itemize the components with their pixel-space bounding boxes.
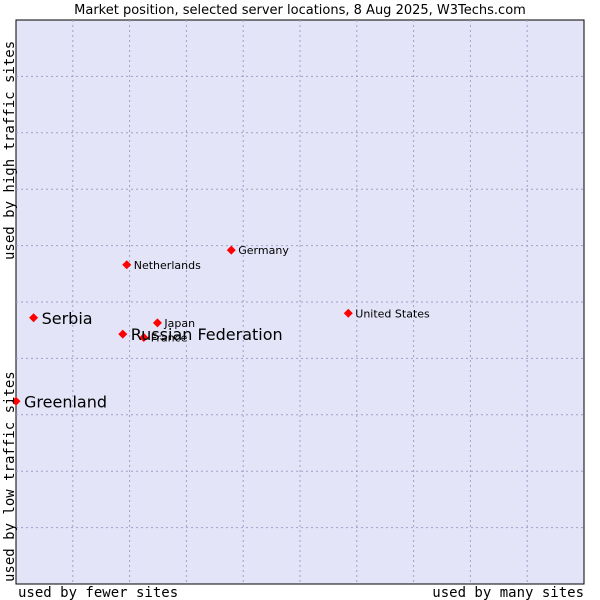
data-points: United States Germany Netherlands Japan Fran… xyxy=(11,244,430,411)
point-marker-france xyxy=(139,333,149,343)
point-marker-germany xyxy=(226,245,236,255)
grid-lines xyxy=(16,20,584,584)
point-label-netherlands: Netherlands xyxy=(134,259,201,272)
point-label-germany: Germany xyxy=(238,244,289,257)
point-label-united-states: United States xyxy=(355,307,430,320)
x-axis-label-right: used by many sites xyxy=(432,585,584,600)
point-marker-japan xyxy=(152,318,162,328)
point-label-greenland: Greenland xyxy=(24,392,107,411)
point-marker-russian-federation xyxy=(118,329,128,339)
point-marker-united-states xyxy=(343,308,353,318)
point-label-france: France xyxy=(151,332,188,345)
point-label-russian-federation: Russian Federation xyxy=(131,325,283,344)
point-label-serbia: Serbia xyxy=(42,309,93,328)
y-axis-label-top: used by high traffic sites xyxy=(2,41,18,260)
point-marker-serbia xyxy=(29,313,39,323)
x-axis-label-left: used by fewer sites xyxy=(18,585,178,600)
chart-title: Market position, selected server locatio… xyxy=(74,3,526,18)
point-marker-netherlands xyxy=(122,260,132,270)
point-label-japan: Japan xyxy=(163,317,195,330)
point-marker-greenland xyxy=(11,396,21,406)
y-axis-label-bottom: used by low traffic sites xyxy=(2,371,18,582)
